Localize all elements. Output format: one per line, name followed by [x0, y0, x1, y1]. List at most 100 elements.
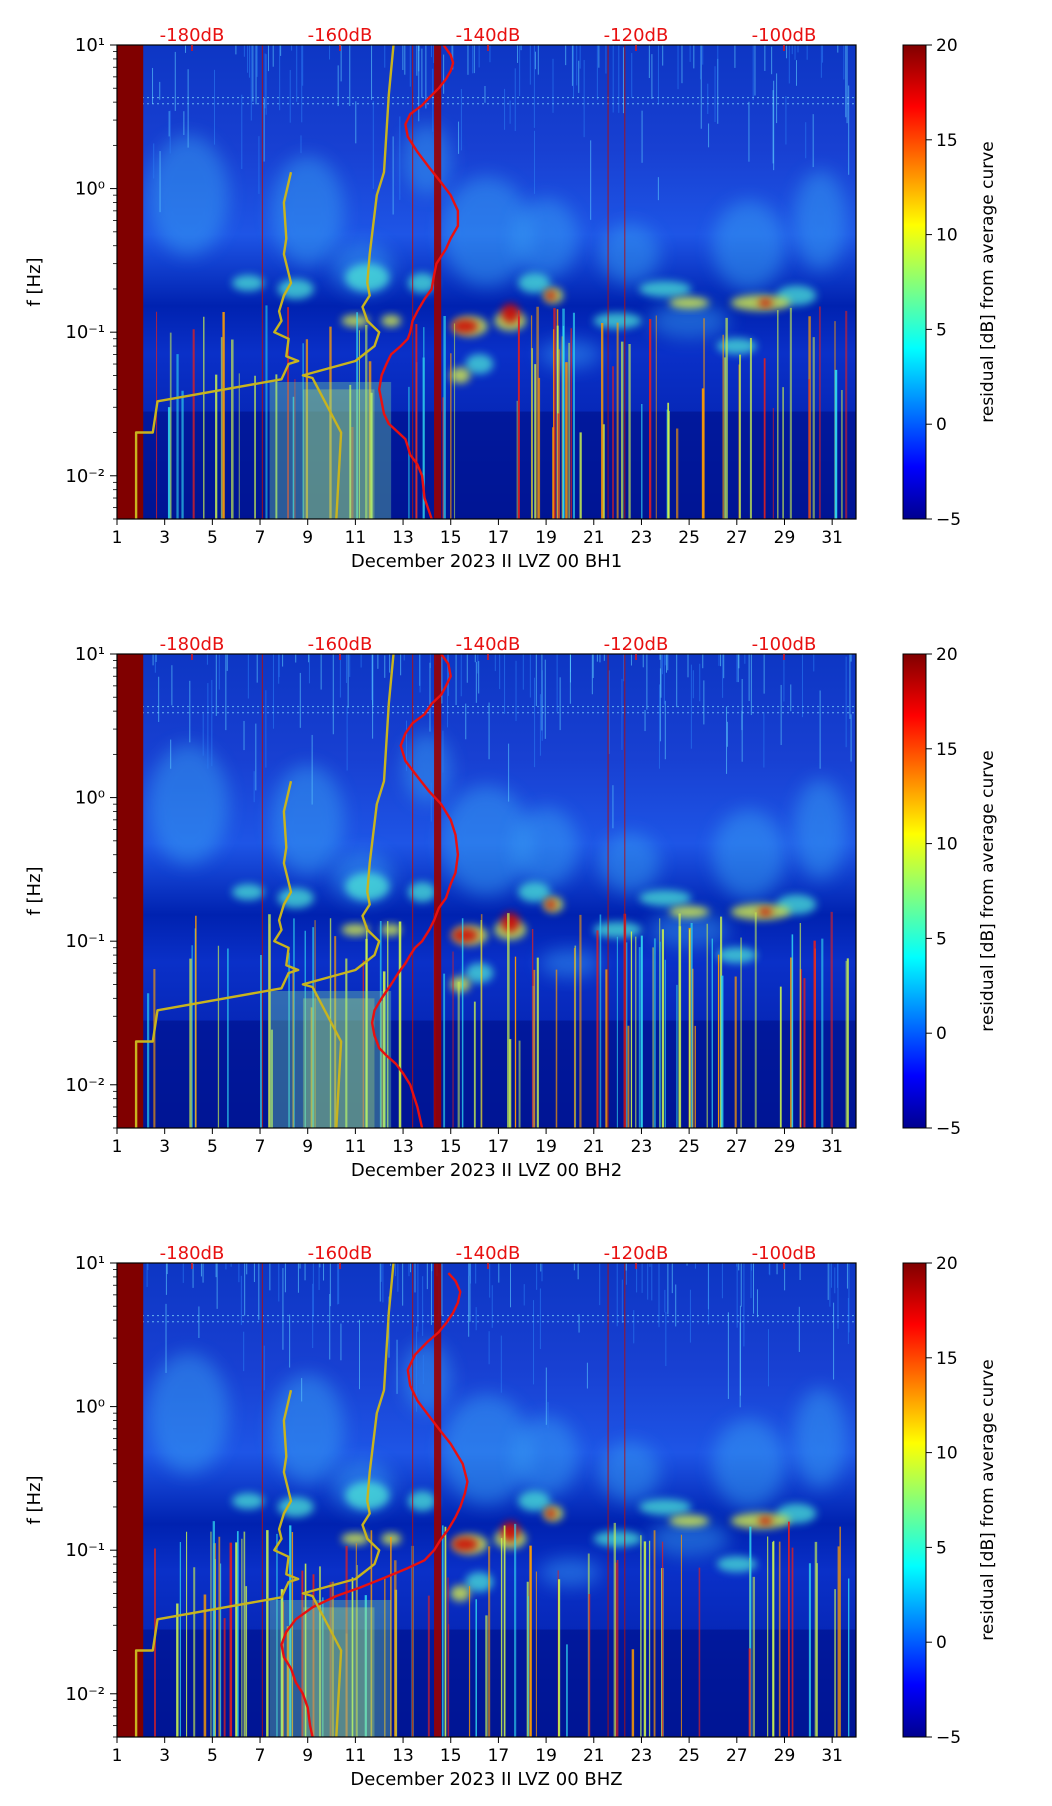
colorbar-gradient	[902, 653, 927, 1129]
noise-model-high-line	[301, 1263, 395, 1737]
x-tick-label: 7	[255, 1746, 266, 1766]
top-db-labels: -180dB -160dB -140dB -120dB -100dB	[160, 634, 817, 660]
x-axis-label: December 2023 II LVZ 00 BHZ	[350, 1769, 622, 1790]
x-tick-label: 1	[112, 528, 123, 548]
db-label: -180dB	[160, 1243, 225, 1264]
heatmap-image	[117, 654, 856, 1128]
y-axis: 10⁻² 10⁻¹ 10⁰ 10¹ f [Hz]	[24, 1253, 117, 1738]
average-psd-line	[378, 45, 460, 519]
average-psd-line	[280, 1272, 469, 1737]
average-psd-line	[370, 654, 460, 1128]
colorbar-gradient	[902, 44, 927, 520]
noise-model-low-line	[134, 171, 300, 519]
noise-model-low-line	[134, 1389, 300, 1737]
db-label: -160dB	[308, 25, 373, 46]
x-tick-label: 31	[821, 528, 843, 548]
y-tick-label: 10¹	[75, 35, 105, 56]
x-tick-label: 21	[583, 1137, 605, 1157]
x-tick-label: 27	[726, 1746, 748, 1766]
db-label: -180dB	[160, 634, 225, 655]
y-axis-label: f [Hz]	[24, 1475, 45, 1524]
y-axis: 10⁻² 10⁻¹ 10⁰ 10¹ f [Hz]	[24, 35, 117, 520]
x-tick-label: 23	[631, 1746, 653, 1766]
x-tick-label: 21	[583, 528, 605, 548]
colorbar-tick-label: 20	[936, 645, 958, 665]
x-tick-label: 13	[392, 1746, 414, 1766]
y-tick-label: 10⁰	[75, 788, 105, 809]
y-axis-label: f [Hz]	[24, 257, 45, 306]
colorbar-tick-label: 0	[936, 1024, 947, 1044]
x-tick-label: 29	[774, 528, 796, 548]
x-tick-label: 17	[488, 1137, 510, 1157]
colorbar-tick-label: 5	[936, 929, 947, 949]
x-axis-label: December 2023 II LVZ 00 BH1	[351, 551, 622, 572]
x-tick-label: 9	[302, 528, 313, 548]
colorbar: −5 0 5 10 15 20 residual [dB] from average cur…	[902, 36, 998, 530]
colorbar: −5 0 5 10 15 20 residual [dB] from average cur…	[902, 1254, 998, 1748]
x-tick-label: 11	[345, 1137, 367, 1157]
y-tick-label: 10⁻²	[65, 1684, 105, 1705]
colorbar-label: residual [dB] from average curve	[978, 141, 998, 422]
plot-frame	[116, 44, 857, 520]
x-tick-label: 3	[159, 1746, 170, 1766]
colorbar-tick-label: 20	[936, 36, 958, 56]
x-tick-label: 1	[112, 1137, 123, 1157]
db-label: -140dB	[456, 25, 521, 46]
x-tick-label: 5	[207, 528, 218, 548]
db-label: -120dB	[604, 1243, 669, 1264]
x-tick-label: 23	[631, 1137, 653, 1157]
x-tick-label: 25	[678, 528, 700, 548]
x-tick-label: 17	[488, 1746, 510, 1766]
x-tick-label: 1	[112, 1746, 123, 1766]
x-tick-label: 29	[774, 1137, 796, 1157]
top-db-labels: -180dB -160dB -140dB -120dB -100dB	[160, 1243, 817, 1269]
y-tick-label: 10¹	[75, 1253, 105, 1274]
colorbar-tick-label: 5	[936, 1538, 947, 1558]
x-tick-label: 15	[440, 1746, 462, 1766]
db-label: -160dB	[308, 634, 373, 655]
x-tick-label: 27	[726, 528, 748, 548]
x-tick-label: 15	[440, 1137, 462, 1157]
colorbar-gradient	[902, 1262, 927, 1738]
y-axis: 10⁻² 10⁻¹ 10⁰ 10¹ f [Hz]	[24, 644, 117, 1129]
db-label: -100dB	[752, 634, 817, 655]
colorbar-tick-label: 10	[936, 226, 958, 246]
y-tick-label: 10¹	[75, 644, 105, 665]
y-tick-label: 10⁻¹	[65, 1540, 105, 1561]
colorbar-tick-label: 15	[936, 1349, 958, 1369]
y-tick-label: 10⁻²	[65, 1075, 105, 1096]
db-label: -100dB	[752, 25, 817, 46]
db-label: -120dB	[604, 25, 669, 46]
x-tick-label: 3	[159, 528, 170, 548]
y-tick-label: 10⁰	[75, 179, 105, 200]
x-tick-label: 27	[726, 1137, 748, 1157]
x-tick-label: 25	[678, 1746, 700, 1766]
db-label: -140dB	[456, 634, 521, 655]
x-tick-label: 19	[535, 1746, 557, 1766]
x-tick-label: 17	[488, 528, 510, 548]
y-tick-label: 10⁻¹	[65, 322, 105, 343]
y-tick-label: 10⁰	[75, 1397, 105, 1418]
x-tick-label: 5	[207, 1137, 218, 1157]
x-tick-label: 11	[345, 1746, 367, 1766]
x-tick-label: 13	[392, 528, 414, 548]
db-label: -100dB	[752, 1243, 817, 1264]
db-label: -160dB	[308, 1243, 373, 1264]
heatmap-image	[117, 45, 856, 519]
colorbar-tick-label: 0	[936, 415, 947, 435]
x-tick-label: 23	[631, 528, 653, 548]
colorbar-tick-label: 10	[936, 835, 958, 855]
x-tick-label: 15	[440, 528, 462, 548]
colorbar-tick-label: −5	[936, 510, 961, 530]
x-tick-label: 7	[255, 528, 266, 548]
colorbar-tick-label: 10	[936, 1444, 958, 1464]
x-axis-label: December 2023 II LVZ 00 BH2	[351, 1160, 622, 1181]
plot-frame	[116, 1262, 857, 1738]
heatmap-image	[117, 1263, 856, 1737]
